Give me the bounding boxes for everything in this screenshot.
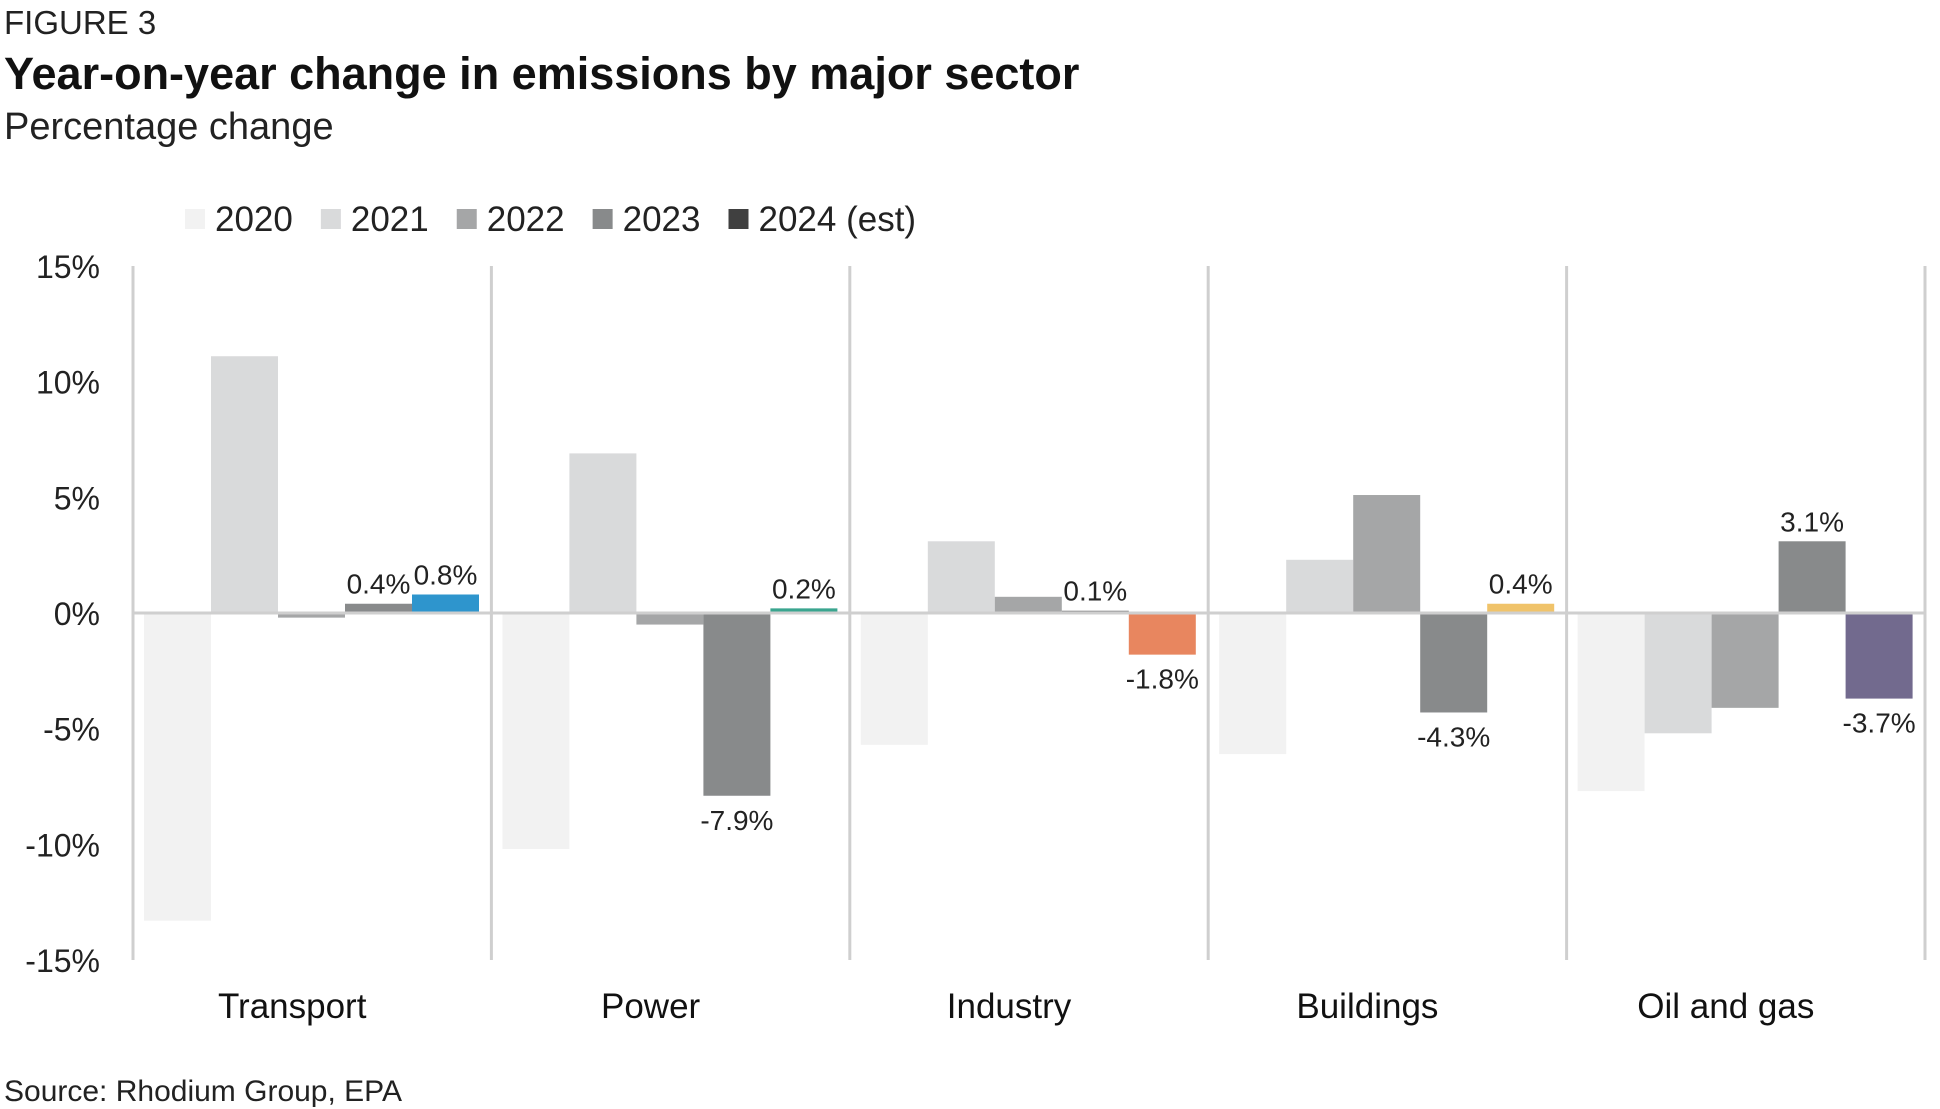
data-label: 0.2%	[772, 573, 836, 604]
data-label: -1.8%	[1126, 664, 1199, 695]
legend-swatch	[728, 209, 749, 229]
bar-2020-transport	[144, 613, 211, 921]
bar-2024-est--industry	[1128, 613, 1196, 655]
bar-2023-oil-and-gas	[1778, 541, 1846, 613]
data-label: 3.1%	[1780, 506, 1844, 537]
bar-2021-buildings	[1286, 559, 1354, 613]
bar-2024-est--power	[770, 608, 838, 613]
bar-2022-oil-and-gas	[1711, 613, 1779, 708]
bar-2023-buildings	[1420, 613, 1488, 713]
y-tick-label: 15%	[36, 249, 100, 285]
category-label: Transport	[218, 987, 367, 1026]
bar-2020-buildings	[1219, 613, 1287, 755]
legend-label: 2020	[215, 200, 293, 239]
legend-label: 2021	[351, 200, 429, 239]
bar-2021-oil-and-gas	[1644, 613, 1712, 734]
bar-2022-transport	[278, 613, 345, 618]
source-note: Source: Rhodium Group, EPA	[4, 1075, 402, 1108]
data-label: 0.8%	[414, 559, 478, 590]
data-label: -4.3%	[1417, 721, 1490, 752]
bar-2021-industry	[927, 541, 995, 613]
bar-2020-oil-and-gas	[1577, 613, 1645, 792]
y-tick-label: -5%	[43, 712, 100, 748]
y-tick-label: -15%	[25, 943, 100, 979]
chart-title: Year-on-year change in emissions by majo…	[4, 48, 1080, 99]
bar-2023-power	[703, 613, 771, 796]
bar-2020-industry	[860, 613, 928, 745]
legend-label: 2022	[487, 200, 565, 239]
y-tick-label: -10%	[25, 827, 100, 863]
category-label: Power	[601, 987, 701, 1026]
data-label: 0.4%	[1489, 569, 1553, 600]
y-tick-label: 0%	[54, 596, 100, 632]
bar-2024-est--buildings	[1487, 603, 1555, 613]
bar-2022-power	[636, 613, 704, 625]
legend-swatch	[185, 209, 205, 229]
chart-subtitle: Percentage change	[4, 106, 334, 148]
bar-2024-est--transport	[412, 594, 479, 613]
category-label: Buildings	[1296, 987, 1438, 1026]
bar-2023-transport	[345, 603, 412, 613]
figure-label: FIGURE 3	[4, 4, 157, 41]
y-tick-label: 5%	[54, 480, 100, 516]
legend-swatch	[320, 209, 341, 229]
y-tick-label: 10%	[36, 365, 100, 401]
bar-2020-power	[502, 613, 570, 849]
legend-swatch	[456, 209, 477, 229]
bar-2021-power	[569, 453, 637, 613]
data-label: 0.1%	[1063, 576, 1127, 607]
bar-2024-est--oil-and-gas	[1845, 613, 1913, 699]
bar-2022-buildings	[1353, 495, 1421, 613]
data-label: 0.4%	[347, 569, 411, 600]
bar-2022-industry	[994, 596, 1062, 613]
bar-2021-transport	[211, 356, 278, 613]
legend-label: 2023	[623, 200, 701, 239]
data-label: -3.7%	[1843, 708, 1916, 739]
category-label: Oil and gas	[1637, 987, 1814, 1026]
legend-swatch	[592, 209, 613, 229]
legend-label: 2024 (est)	[759, 200, 917, 239]
category-label: Industry	[947, 987, 1072, 1026]
data-label: -7.9%	[700, 805, 773, 836]
